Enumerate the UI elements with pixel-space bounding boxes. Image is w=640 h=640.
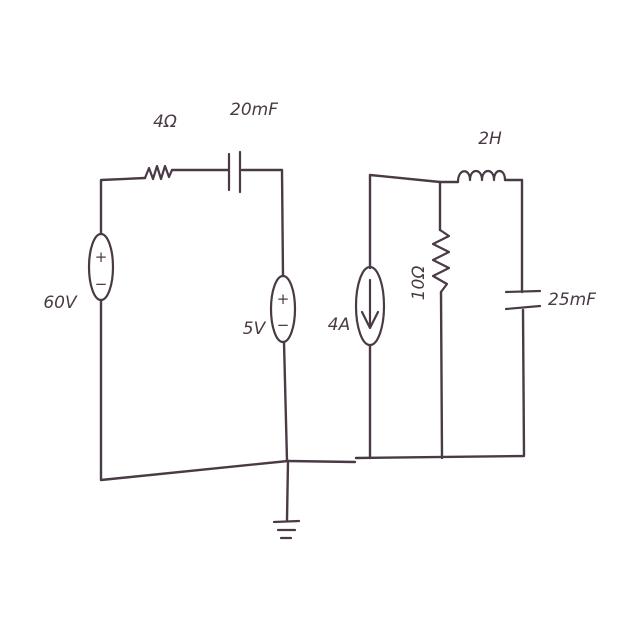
label-capacitor-20mf: 20mF [230, 100, 278, 120]
capacitor-20mf [227, 150, 242, 194]
wire-capacitor-to-right [240, 168, 285, 278]
ground-symbol [272, 519, 301, 540]
wire-inductor-to-capacitor [503, 178, 524, 294]
wire-node-to-right-circuit [286, 459, 357, 464]
capacitor-25mf [504, 289, 542, 311]
label-resistor-10ohm: 10Ω [409, 266, 429, 301]
wire-resistor-bottom [439, 290, 444, 460]
wire-5v-to-node [282, 340, 289, 463]
label-inductor-2h: 2H [478, 129, 502, 149]
label-current-source-4a: 4A [328, 315, 350, 335]
resistor-10ohm [431, 228, 451, 294]
voltage-source-60v-plus: + [95, 248, 108, 266]
label-voltage-source-5v: 5V [243, 319, 267, 339]
wire-left-lower [99, 298, 290, 482]
label-voltage-source-60v: 60V [43, 293, 78, 313]
label-capacitor-25mf: 25mF [548, 290, 596, 310]
right-circuit [354, 169, 542, 460]
inductor-2h [456, 169, 507, 184]
voltage-source-60v-minus: − [95, 275, 108, 293]
wire-current-source-top [368, 173, 442, 270]
voltage-source-5v [269, 274, 297, 344]
current-source-4a [354, 265, 386, 347]
label-resistor-4ohm: 4Ω [153, 112, 177, 132]
left-circuit: + − + − [87, 150, 357, 540]
voltage-source-5v-plus: + [277, 290, 290, 308]
voltage-source-5v-minus: − [277, 316, 290, 334]
voltage-source-60v [87, 232, 115, 302]
wire-left-top [99, 176, 147, 236]
wire-capacitor-to-bottom [354, 308, 526, 460]
wire-ground-lead [285, 459, 290, 522]
resistor-4ohm [143, 164, 174, 181]
